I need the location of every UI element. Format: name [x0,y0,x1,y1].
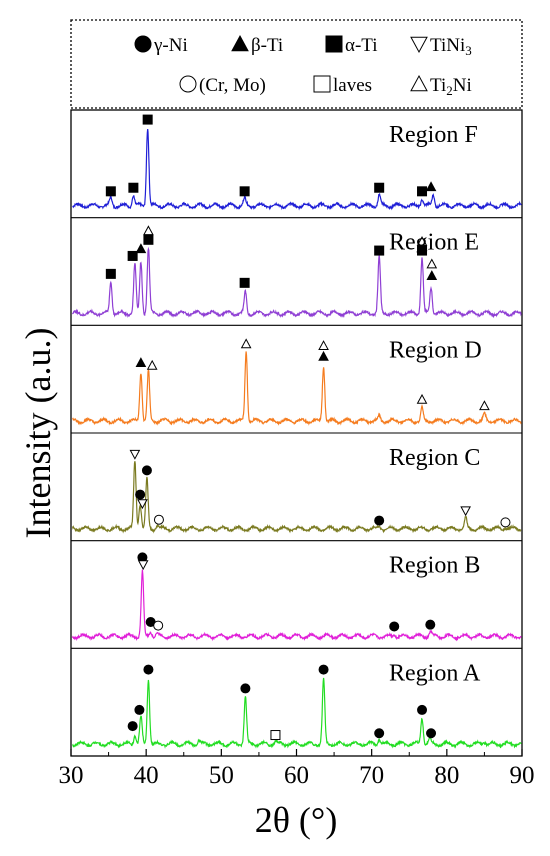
peak-marker-circle-filled [141,465,152,476]
peak-marker-square-open [270,730,281,741]
legend-label: laves [333,75,372,96]
peak-marker-circle-filled [318,664,329,675]
peak-marker-triangle-filled [426,270,438,280]
panel-region-b: Region B [71,540,522,642]
legend-label: Ti2Ni [430,75,472,98]
panels: Region F Region E Region D Region C Region B… [71,114,522,749]
panel-region-a: Region A [71,647,522,749]
series-line-region-c [71,461,522,534]
legend-label: β-Ti [251,35,283,56]
peak-marker-circle-filled [143,664,154,675]
legend-marker-triangle-open [410,74,428,92]
peak-marker-triangle-open [318,340,329,351]
peak-marker-triangle-down-open [129,449,141,460]
panel-region-d: Region D [71,324,522,426]
peak-marker-triangle-down-open [137,499,148,510]
peak-marker-circle-filled [425,619,436,630]
x-tick-label: 30 [59,762,84,789]
peak-marker-triangle-filled [135,243,147,254]
peak-marker-circle-filled [426,728,437,739]
peak-marker-circle-filled [374,728,385,739]
panel-region-e: Region E [71,217,522,319]
x-axis: 30 40 50 60 70 80 90 [59,749,535,789]
series-line-region-e [71,246,522,319]
region-label: Region B [389,553,480,579]
legend-label: α-Ti [345,35,378,56]
y-axis-label: Intensity (a.u.) [18,328,58,539]
legend-marker-triangle-down-open [410,36,428,54]
peak-marker-circle-filled [135,489,146,500]
panel-region-c: Region C [71,432,522,534]
x-tick-label: 90 [510,762,535,789]
x-tick-label: 60 [284,762,309,789]
peak-marker-triangle-open [146,359,158,370]
peak-marker-square-filled [128,182,139,193]
peak-marker-triangle-open [479,400,490,411]
peak-marker-circle-filled [374,515,385,526]
peak-marker-circle-open [153,620,164,631]
peak-marker-circle-filled [134,704,145,715]
legend-box [70,19,523,109]
peak-marker-square-filled [142,114,153,125]
region-label: Region F [389,122,478,148]
peak-marker-square-filled [417,186,428,197]
peak-marker-circle-filled [240,683,251,694]
peak-marker-circle-filled [389,621,400,632]
peak-marker-triangle-open [143,225,154,236]
peak-marker-square-filled [374,245,385,256]
peak-marker-circle-open [153,514,164,525]
region-label: Region D [389,337,482,363]
peak-marker-square-filled [105,268,116,279]
series-line-region-b [71,569,522,642]
peak-marker-square-filled [127,250,138,261]
series-line-region-f [72,128,522,211]
peak-marker-triangle-filled [425,181,437,192]
x-tick-label: 70 [359,762,384,789]
peak-marker-circle-filled [127,721,138,732]
legend-marker-square-filled [325,35,343,53]
x-tick-label: 50 [209,762,234,789]
peak-marker-triangle-down-open [460,506,471,517]
region-label: Region C [389,445,480,471]
series-line-region-a [72,677,522,749]
legend-marker-square-open [313,75,331,93]
peak-marker-square-filled [374,182,385,193]
series-line-region-d [72,351,522,426]
peak-marker-triangle-open [426,258,438,269]
peak-marker-triangle-filled [318,350,329,361]
x-tick-label: 80 [434,762,459,789]
peak-marker-square-filled [143,234,154,245]
peak-marker-square-filled [239,277,250,288]
panel-region-f: Region F [72,114,522,211]
x-axis-label: 2θ (°) [255,800,338,840]
legend-marker-circle-open [179,75,197,93]
legend-label: γ-Ni [153,35,188,56]
peak-marker-triangle-open [416,393,428,404]
region-label: Region A [389,660,481,686]
peak-marker-circle-filled [417,704,428,715]
peak-marker-square-filled [239,186,250,197]
legend-label: TiNi3 [430,35,472,58]
region-label: Region E [389,230,479,256]
peak-marker-triangle-open [240,338,252,349]
peak-marker-triangle-open [416,236,428,246]
peak-marker-triangle-down-open [137,560,149,571]
peak-marker-square-filled [417,245,428,256]
legend: γ-Ni β-Ti α-Ti TiNi3 (Cr, Mo) laves Ti2Ni [134,34,472,98]
peak-marker-triangle-filled [135,357,147,368]
legend-label: (Cr, Mo) [199,75,266,96]
x-tick-label: 40 [134,762,159,789]
peak-marker-square-filled [105,186,116,197]
legend-marker-circle-filled [134,35,152,53]
legend-marker-triangle-filled [231,34,249,52]
peak-marker-circle-open [500,517,511,528]
